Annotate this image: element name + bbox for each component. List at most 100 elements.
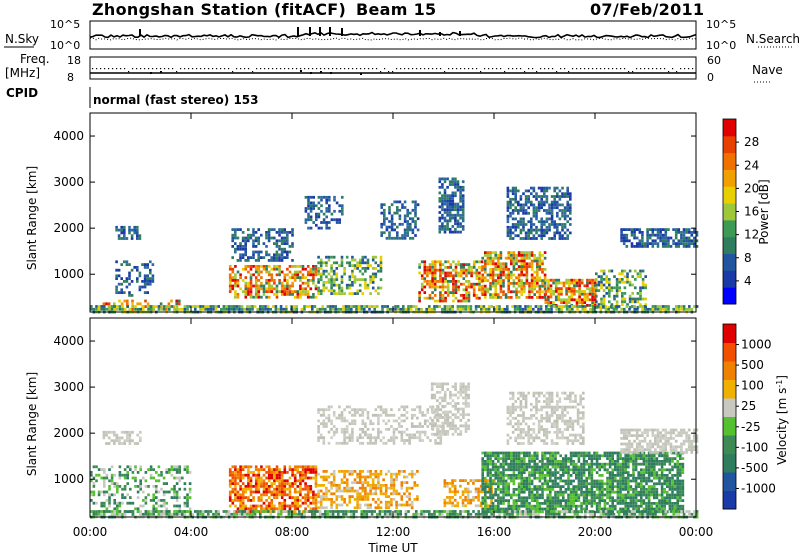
scatter-cell (651, 305, 655, 308)
scatter-cell (234, 265, 237, 268)
scatter-cell (175, 504, 179, 508)
scatter-cell (357, 305, 361, 308)
nsky-label: N.Sky (5, 32, 39, 46)
scatter-cell (489, 268, 492, 271)
scatter-cell (441, 202, 444, 206)
scatter-cell (538, 293, 542, 296)
scatter-cell (439, 268, 442, 272)
scatter-cell (347, 307, 350, 311)
scatter-cell (527, 220, 530, 224)
scatter-cell (436, 404, 439, 408)
scatter-cell (319, 275, 323, 279)
nave-dot (356, 68, 358, 70)
scatter-cell (485, 307, 488, 311)
scatter-cell (523, 496, 526, 500)
scatter-cell (254, 485, 258, 488)
nave-dot (512, 68, 514, 70)
scatter-cell (608, 278, 611, 281)
scatter-cell (538, 265, 542, 268)
scatter-cell (462, 271, 466, 275)
scatter-cell (512, 251, 516, 254)
scatter-cell (494, 465, 497, 469)
scatter-cell (396, 236, 399, 240)
scatter-cell (454, 296, 458, 300)
scatter-cell (314, 479, 318, 483)
scatter-cell (418, 411, 422, 414)
scatter-cell (273, 228, 276, 231)
scatter-cell (555, 307, 558, 311)
scatter-cell (322, 470, 326, 473)
scatter-cell (662, 305, 665, 308)
scatter-cell (497, 296, 500, 299)
scatter-cell (304, 471, 307, 474)
scatter-cell (353, 506, 357, 510)
scatter-cell (524, 307, 527, 311)
scatter-cell (236, 496, 240, 499)
scatter-cell (267, 507, 271, 511)
scatter-cell (377, 427, 380, 431)
date-title: 07/Feb/2011 (590, 0, 704, 19)
scatter-cell (494, 468, 497, 472)
scatter-cell (639, 297, 642, 301)
scatter-cell (371, 441, 375, 445)
scatter-cell (687, 236, 691, 240)
scatter-cell (387, 419, 391, 423)
scatter-cell (239, 228, 242, 231)
scatter-cell (306, 284, 310, 288)
scatter-cell (528, 282, 531, 285)
nave-dot (604, 68, 606, 70)
scatter-cell (283, 465, 287, 469)
scatter-cell (247, 239, 250, 243)
scatter-cell (557, 298, 561, 302)
scatter-cell (369, 472, 372, 476)
scatter-cell (234, 493, 237, 497)
scatter-cell (371, 278, 375, 281)
scatter-cell (507, 476, 510, 480)
scatter-cell (406, 214, 409, 218)
scatter-cell (279, 305, 283, 308)
scatter-cell (123, 476, 127, 480)
scatter-cell (520, 490, 523, 494)
scatter-cell (474, 504, 478, 508)
scatter-cell (317, 215, 321, 219)
scatter-cell (436, 436, 440, 440)
scatter-cell (160, 487, 163, 491)
scatter-cell (433, 396, 437, 400)
scatter-cell (157, 479, 161, 483)
scatter-cell (465, 263, 468, 266)
scatter-cell (578, 301, 581, 304)
scatter-cell (146, 280, 149, 283)
scatter-cell (664, 233, 668, 237)
scatter-cell (523, 499, 526, 502)
scatter-cell (456, 390, 460, 394)
scatter-cell (278, 267, 281, 271)
scatter-cell (515, 256, 518, 260)
scatter-cell (523, 273, 526, 277)
scatter-cell (486, 485, 490, 488)
scatter-cell (155, 471, 158, 474)
scatter-cell (267, 476, 271, 480)
scatter-cell (470, 266, 473, 269)
scatter-cell (481, 499, 484, 502)
scatter-cell (514, 225, 517, 229)
scatter-cell (530, 482, 534, 486)
scatter-cell (547, 284, 550, 288)
scatter-cell (144, 305, 147, 308)
scatter-cell (369, 278, 372, 281)
scatter-cell (507, 485, 510, 488)
scatter-cell (441, 280, 445, 283)
scatter-cell (361, 272, 365, 276)
scatter-cell (438, 205, 442, 209)
scatter-cell (408, 486, 411, 490)
scatter-cell (288, 265, 292, 268)
scatter-cell (291, 290, 294, 293)
scatter-cell (636, 292, 640, 295)
scatter-cell (319, 292, 323, 295)
scatter-cell (360, 305, 363, 308)
scatter-cell (411, 208, 415, 212)
scatter-cell (680, 231, 683, 234)
scatter-cell (486, 465, 490, 469)
scatter-cell (254, 287, 258, 291)
scatter-cell (345, 405, 349, 409)
scatter-cell (340, 503, 344, 507)
